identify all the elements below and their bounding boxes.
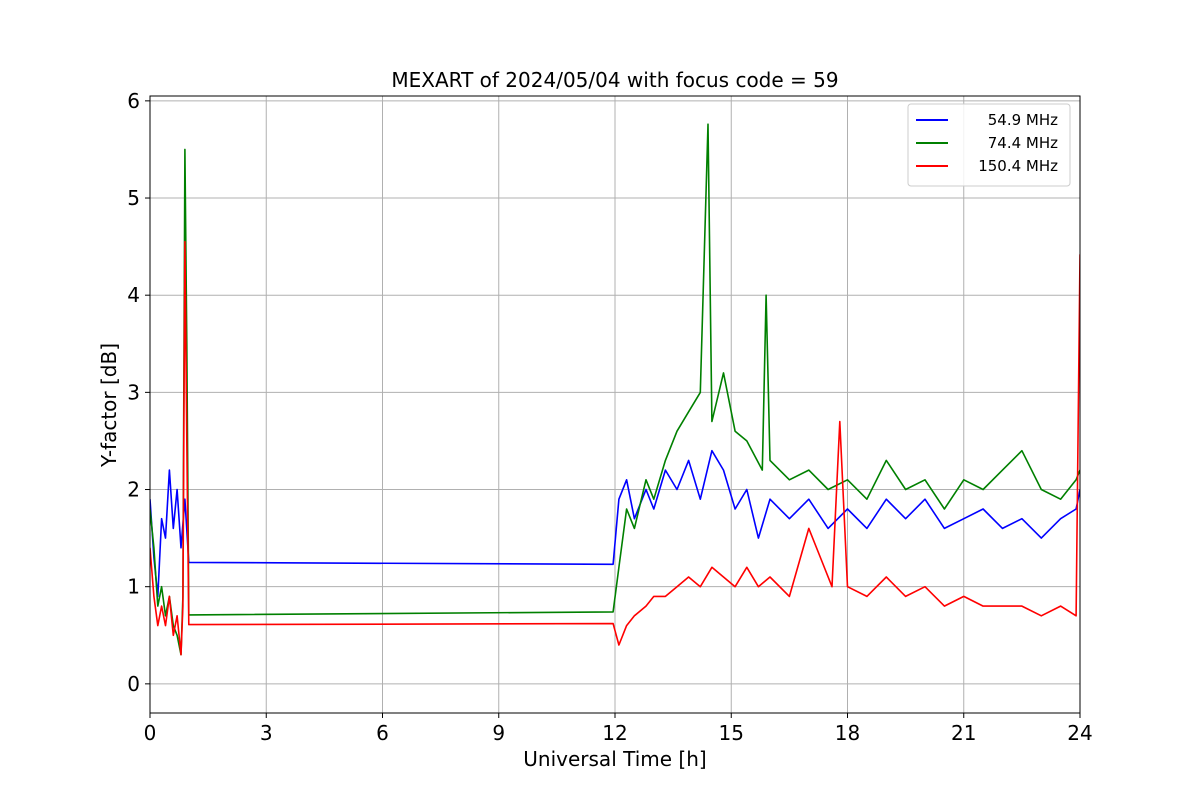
- x-tick-label: 3: [260, 721, 273, 745]
- x-tick-label: 21: [951, 721, 976, 745]
- series-line-2: [150, 240, 1080, 656]
- x-tick-label: 6: [376, 721, 389, 745]
- y-tick-label: 2: [127, 478, 140, 502]
- series-line-0: [150, 449, 1080, 598]
- x-tick-label: 18: [835, 721, 860, 745]
- x-tick-label: 24: [1067, 721, 1092, 745]
- x-tick-label: 12: [602, 721, 627, 745]
- y-tick-label: 5: [127, 186, 140, 210]
- legend-box: [907, 103, 1071, 187]
- y-tick-label: 4: [127, 283, 140, 307]
- y-tick-label: 1: [127, 575, 140, 599]
- y-tick-label: 0: [127, 672, 140, 696]
- x-axis-title: Universal Time [h]: [523, 747, 706, 771]
- y-axis-title: Y-factor [dB]: [97, 343, 121, 468]
- x-tick-label: 9: [492, 721, 505, 745]
- legend-label-1: 74.4 MHz: [988, 134, 1058, 152]
- y-tick-label: 3: [127, 380, 140, 404]
- legend-label-0: 54.9 MHz: [988, 111, 1058, 129]
- legend: 54.9 MHz 74.4 MHz 150.4 MHz: [907, 103, 1071, 187]
- legend-label-2: 150.4 MHz: [978, 157, 1058, 175]
- x-tick-label: 15: [719, 721, 744, 745]
- series-group: [150, 123, 1080, 656]
- y-tick-label: 6: [127, 89, 140, 113]
- chart-title: MEXART of 2024/05/04 with focus code = 5…: [391, 68, 838, 92]
- x-tick-label: 0: [144, 721, 157, 745]
